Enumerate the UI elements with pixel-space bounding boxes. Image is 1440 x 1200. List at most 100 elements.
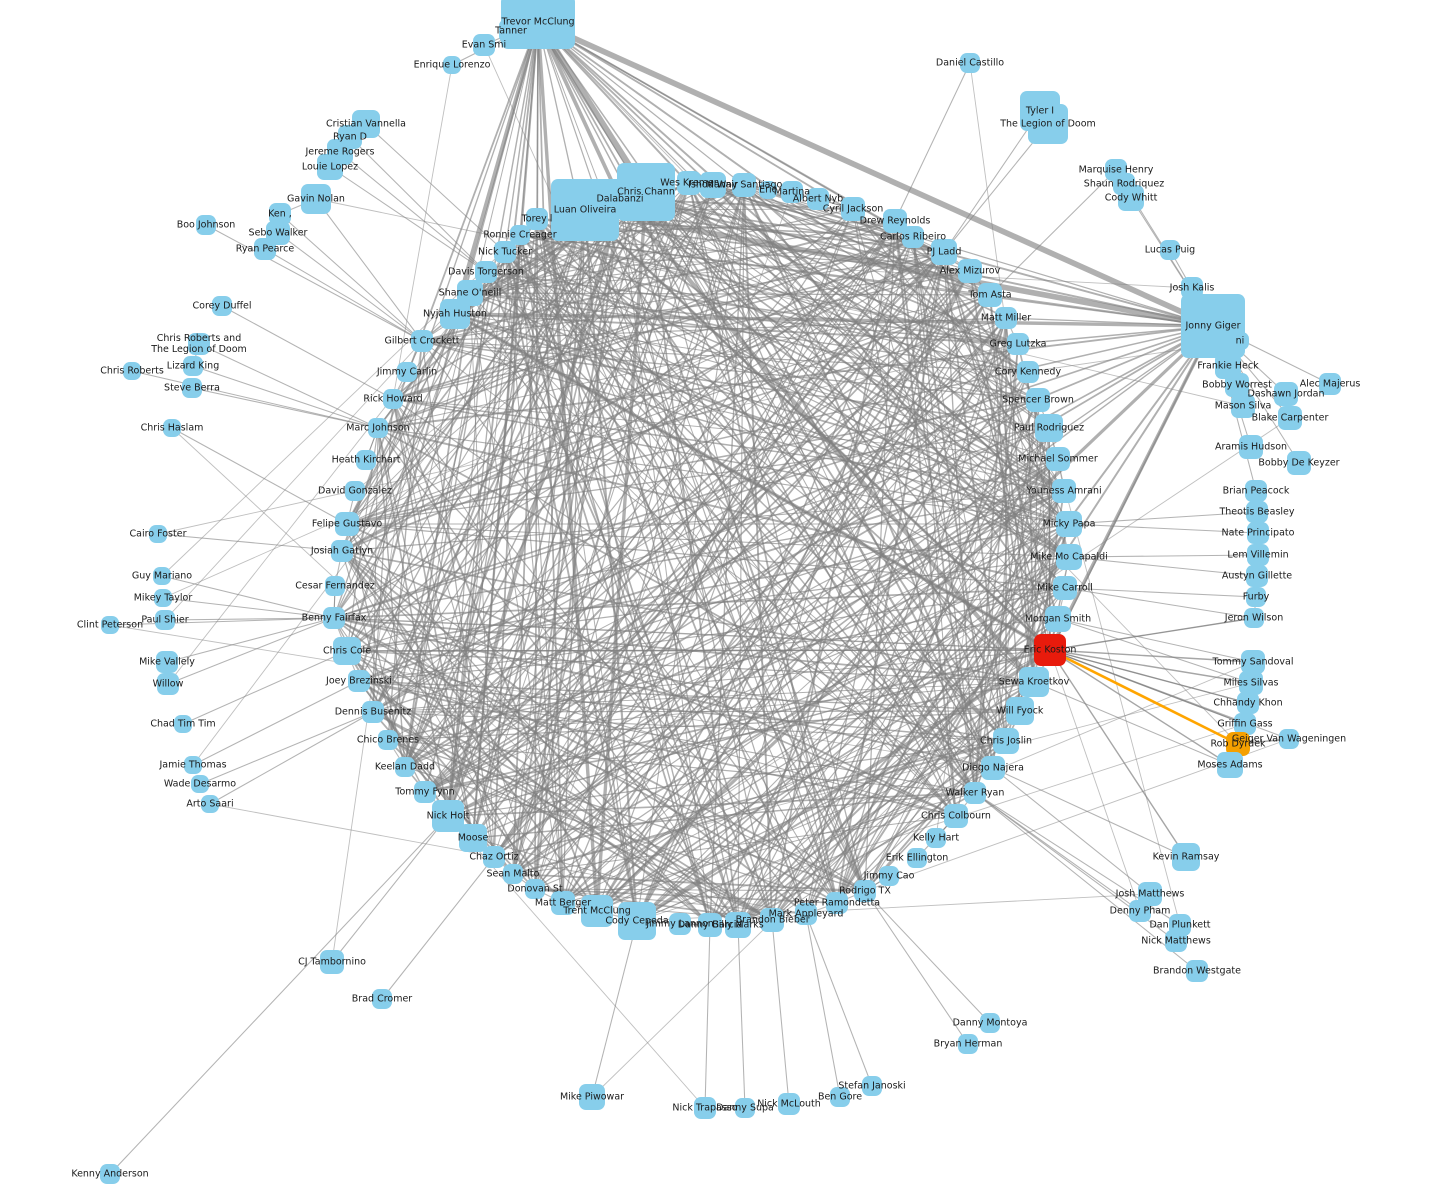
graph-node[interactable] <box>443 56 461 74</box>
graph-node[interactable] <box>826 892 848 914</box>
graph-node[interactable] <box>694 1097 716 1119</box>
graph-node[interactable] <box>383 389 403 409</box>
graph-node[interactable] <box>931 239 957 265</box>
graph-node[interactable] <box>1017 361 1039 383</box>
graph-node[interactable] <box>1247 544 1269 566</box>
graph-node[interactable] <box>1035 414 1063 442</box>
graph-node[interactable] <box>841 197 865 221</box>
graph-node[interactable] <box>993 728 1019 754</box>
graph-node[interactable] <box>1234 713 1256 735</box>
graph-node[interactable] <box>1241 650 1265 674</box>
graph-node[interactable] <box>1007 333 1029 355</box>
graph-node[interactable] <box>854 880 876 902</box>
graph-node[interactable] <box>1045 606 1071 632</box>
graph-node[interactable] <box>254 238 276 260</box>
graph-node[interactable] <box>958 1034 978 1054</box>
graph-node[interactable] <box>411 330 433 352</box>
graph-node[interactable] <box>760 908 784 932</box>
graph-node[interactable] <box>1247 522 1269 544</box>
graph-node[interactable] <box>368 418 388 438</box>
graph-node[interactable] <box>1053 576 1077 600</box>
graph-node[interactable] <box>944 804 968 828</box>
graph-node[interactable] <box>182 378 202 398</box>
graph-node[interactable] <box>123 362 141 380</box>
graph-node[interactable] <box>725 912 751 938</box>
graph-node[interactable] <box>700 172 726 198</box>
graph-node[interactable] <box>1186 960 1208 982</box>
graph-node[interactable] <box>902 226 924 248</box>
graph-node[interactable] <box>414 781 436 803</box>
graph-node[interactable] <box>356 450 376 470</box>
graph-node[interactable] <box>153 567 171 585</box>
graph-node[interactable] <box>1019 667 1049 697</box>
graph-node[interactable] <box>1239 671 1263 695</box>
graph-node[interactable] <box>475 261 497 283</box>
graph-node[interactable] <box>907 848 927 868</box>
graph-node[interactable] <box>879 866 899 886</box>
graph-node[interactable] <box>778 1093 800 1115</box>
graph-node[interactable] <box>1245 480 1267 502</box>
graph-node[interactable] <box>669 913 691 935</box>
graph-node[interactable] <box>1118 185 1144 211</box>
graph-node[interactable] <box>320 950 344 974</box>
graph-node[interactable] <box>317 154 343 180</box>
graph-node[interactable] <box>830 1087 850 1107</box>
graph-node[interactable] <box>440 299 470 329</box>
graph-node[interactable] <box>333 637 361 665</box>
graph-node[interactable] <box>1052 479 1076 503</box>
graph-node[interactable] <box>1056 511 1082 537</box>
graph-node[interactable] <box>960 53 980 73</box>
graph-node[interactable] <box>323 607 345 629</box>
graph-node[interactable] <box>981 756 1005 780</box>
graph-node[interactable] <box>1034 634 1066 666</box>
graph-node[interactable] <box>1279 729 1299 749</box>
graph-node[interactable] <box>1046 447 1070 471</box>
graph-node[interactable] <box>154 589 172 607</box>
graph-node[interactable] <box>196 215 216 235</box>
graph-node[interactable] <box>1287 451 1311 475</box>
graph-node[interactable] <box>494 241 516 263</box>
graph-node[interactable] <box>149 525 167 543</box>
graph-node[interactable] <box>862 1076 882 1096</box>
graph-node[interactable] <box>600 179 640 219</box>
graph-node[interactable] <box>995 307 1017 329</box>
graph-node[interactable] <box>503 864 523 884</box>
graph-node[interactable] <box>980 1013 1000 1033</box>
graph-node[interactable] <box>525 879 545 899</box>
graph-node[interactable] <box>732 173 756 197</box>
graph-node[interactable] <box>1237 692 1259 714</box>
graph-node[interactable] <box>1028 104 1068 144</box>
graph-node[interactable] <box>1246 587 1266 607</box>
graph-node[interactable] <box>807 188 829 210</box>
graph-node[interactable] <box>331 540 353 562</box>
graph-node[interactable] <box>212 296 232 316</box>
graph-node[interactable] <box>1026 388 1050 412</box>
graph-node[interactable] <box>1165 930 1187 952</box>
graph-node[interactable] <box>191 775 209 793</box>
graph-node[interactable] <box>163 419 181 437</box>
graph-node[interactable] <box>781 181 803 203</box>
graph-node[interactable] <box>184 756 202 774</box>
graph-node[interactable] <box>526 208 548 230</box>
graph-node[interactable] <box>795 903 817 925</box>
graph-node[interactable] <box>1231 332 1249 350</box>
graph-node[interactable] <box>183 356 203 376</box>
graph-node[interactable] <box>378 730 398 750</box>
graph-node[interactable] <box>362 701 384 723</box>
graph-node[interactable] <box>926 828 946 848</box>
graph-node[interactable] <box>677 171 701 195</box>
graph-node[interactable] <box>1231 394 1255 418</box>
graph-node[interactable] <box>978 283 1002 307</box>
graph-node[interactable] <box>188 333 210 355</box>
graph-node[interactable] <box>395 757 415 777</box>
graph-node[interactable] <box>1246 565 1268 587</box>
graph-node[interactable] <box>735 1098 755 1118</box>
graph-node[interactable] <box>958 259 982 283</box>
graph-node[interactable] <box>345 481 365 501</box>
graph-node[interactable] <box>1225 373 1249 397</box>
graph-node[interactable] <box>1278 406 1302 430</box>
graph-node[interactable] <box>1274 382 1298 406</box>
graph-node[interactable] <box>157 673 179 695</box>
graph-node[interactable] <box>499 19 523 43</box>
